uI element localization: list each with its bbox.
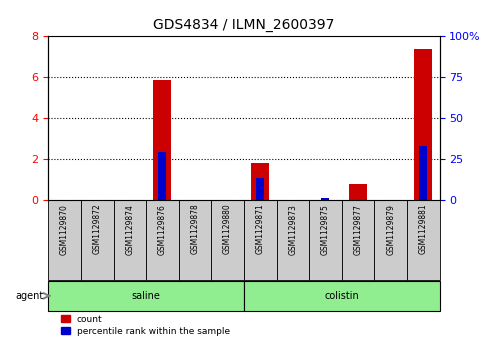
Bar [419,146,427,200]
FancyBboxPatch shape [309,200,342,280]
Text: GSM1129878: GSM1129878 [190,204,199,254]
FancyBboxPatch shape [179,200,212,280]
Text: GSM1129880: GSM1129880 [223,204,232,254]
Bar [256,178,264,200]
Bar [251,163,269,200]
Text: GSM1129877: GSM1129877 [354,204,363,254]
Legend: count, percentile rank within the sample: count, percentile rank within the sample [61,315,230,335]
Text: colistin: colistin [325,291,359,301]
FancyBboxPatch shape [48,281,244,310]
FancyBboxPatch shape [276,200,309,280]
Text: saline: saline [132,291,160,301]
Text: GSM1129870: GSM1129870 [60,204,69,254]
Bar [158,152,167,200]
Text: GSM1129871: GSM1129871 [256,204,265,254]
Title: GDS4834 / ILMN_2600397: GDS4834 / ILMN_2600397 [153,19,335,33]
FancyBboxPatch shape [244,200,276,280]
Text: GSM1129881: GSM1129881 [419,204,428,254]
Bar [349,184,367,200]
FancyBboxPatch shape [114,200,146,280]
Text: GSM1129879: GSM1129879 [386,204,395,254]
FancyBboxPatch shape [342,200,374,280]
FancyBboxPatch shape [407,200,440,280]
FancyBboxPatch shape [374,200,407,280]
FancyBboxPatch shape [48,200,81,280]
Bar [321,198,329,200]
FancyBboxPatch shape [81,200,114,280]
Text: agent: agent [15,291,43,301]
FancyBboxPatch shape [212,200,244,280]
Text: GSM1129875: GSM1129875 [321,204,330,254]
Text: GSM1129876: GSM1129876 [158,204,167,254]
FancyBboxPatch shape [146,200,179,280]
Text: GSM1129872: GSM1129872 [93,204,102,254]
Bar [154,80,171,200]
Text: GSM1129873: GSM1129873 [288,204,298,254]
Bar [414,49,432,200]
FancyBboxPatch shape [244,281,440,310]
Text: GSM1129874: GSM1129874 [125,204,134,254]
